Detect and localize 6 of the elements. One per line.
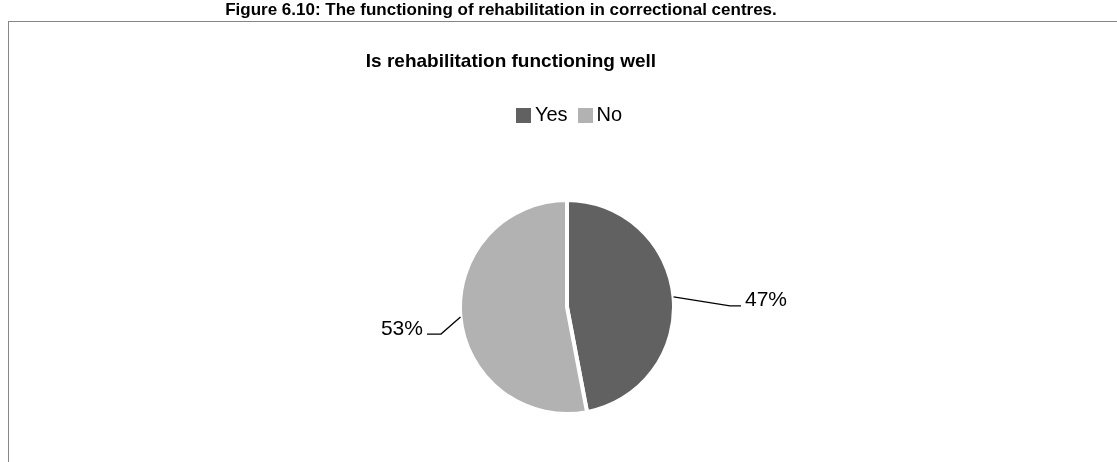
data-label: 53%	[380, 315, 423, 339]
legend-label: Yes	[534, 103, 568, 125]
data-label: 47%	[745, 287, 788, 311]
chart-title: Figure 6.10: The functioning of rehabilitation in correctional centres.	[224, 0, 778, 20]
chart-subtitle: Is rehabilitation functioning well	[364, 49, 658, 73]
legend-label: No	[596, 103, 623, 125]
